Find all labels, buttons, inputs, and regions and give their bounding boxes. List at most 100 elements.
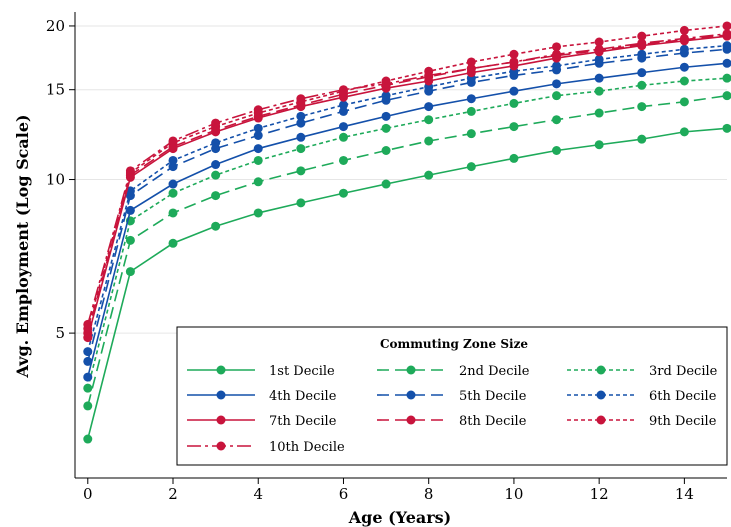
data-point — [168, 179, 178, 189]
data-point — [168, 155, 178, 165]
data-point — [211, 160, 221, 170]
data-point — [466, 57, 476, 67]
legend-label: 10th Decile — [269, 440, 345, 455]
legend-label: 4th Decile — [269, 389, 337, 404]
y-tick-label: 10 — [46, 171, 65, 189]
legend-label: 3rd Decile — [649, 364, 718, 379]
data-point — [552, 146, 562, 156]
series-line — [87, 44, 728, 352]
data-point — [466, 64, 476, 74]
series-3 — [83, 73, 731, 393]
data-point — [722, 21, 731, 31]
x-tick-label: 14 — [675, 485, 694, 503]
data-point — [509, 49, 519, 59]
data-point — [679, 44, 689, 54]
data-point — [466, 162, 476, 172]
x-tick-label: 8 — [424, 485, 434, 503]
x-tick-label: 6 — [339, 485, 349, 503]
legend-label: 6th Decile — [649, 389, 717, 404]
series-line — [87, 94, 728, 407]
data-point — [296, 144, 306, 154]
data-point — [594, 108, 604, 118]
legend-entry: 10th Decile — [187, 440, 345, 455]
data-point — [509, 86, 519, 96]
data-point — [338, 106, 348, 116]
legend-entry: 5th Decile — [377, 389, 527, 404]
data-point — [253, 130, 263, 140]
legend-label: 2nd Decile — [459, 364, 530, 379]
data-point — [253, 123, 263, 133]
legend-label: 9th Decile — [649, 414, 717, 429]
data-point — [637, 134, 647, 144]
data-point — [211, 191, 221, 201]
data-point — [381, 111, 391, 121]
data-point — [509, 98, 519, 108]
data-point — [296, 111, 306, 121]
series-line — [87, 33, 728, 325]
legend-marker — [216, 441, 226, 451]
data-point — [253, 177, 263, 187]
data-point — [338, 155, 348, 165]
data-point — [296, 166, 306, 176]
data-point — [509, 122, 519, 132]
x-tick-label: 0 — [83, 485, 93, 503]
legend-label: 7th Decile — [269, 414, 337, 429]
series-5 — [83, 44, 731, 366]
data-point — [338, 132, 348, 142]
data-point — [552, 61, 562, 71]
data-point — [168, 188, 178, 198]
data-point — [722, 58, 731, 68]
data-point — [679, 25, 689, 35]
data-point — [168, 208, 178, 218]
y-axis-title: Avg. Employment (Log Scale) — [13, 114, 32, 378]
series-6 — [83, 41, 731, 357]
data-point — [125, 235, 135, 245]
data-point — [338, 122, 348, 132]
data-point — [253, 208, 263, 218]
y-tick-label: 15 — [46, 81, 65, 99]
data-point — [296, 132, 306, 142]
legend-entry: 2nd Decile — [377, 364, 530, 379]
data-point — [83, 383, 93, 393]
legend-entry: 8th Decile — [377, 414, 527, 429]
data-point — [253, 155, 263, 165]
legend-entries: 1st Decile 2nd Decile 3rd Decile 4th Decile… — [187, 364, 718, 455]
data-point — [637, 49, 647, 59]
data-point — [594, 37, 604, 47]
data-point — [168, 162, 178, 172]
legend-label: 8th Decile — [459, 414, 527, 429]
x-tick-label: 12 — [590, 485, 609, 503]
data-point — [509, 153, 519, 163]
data-point — [552, 115, 562, 125]
data-point — [296, 118, 306, 128]
data-point — [168, 136, 178, 146]
data-point — [381, 79, 391, 89]
data-point — [381, 123, 391, 133]
data-point — [637, 68, 647, 78]
data-point — [466, 106, 476, 116]
data-point — [83, 401, 93, 411]
data-point — [83, 319, 93, 329]
legend-marker — [596, 390, 606, 400]
data-point — [679, 76, 689, 86]
data-point — [338, 100, 348, 110]
series-line — [87, 62, 728, 378]
data-point — [125, 166, 135, 176]
series-line — [87, 48, 728, 362]
legend-entry: 6th Decile — [567, 389, 717, 404]
series-line — [87, 35, 728, 338]
series-2 — [83, 91, 731, 411]
data-point — [83, 356, 93, 366]
series-4 — [83, 58, 731, 382]
data-point — [679, 97, 689, 107]
data-point — [466, 129, 476, 139]
legend-entry: 1st Decile — [187, 364, 335, 379]
data-point — [679, 127, 689, 137]
series-line — [87, 25, 728, 329]
axes: 5 10 15 20 0 2 4 6 8 10 12 14 — [46, 12, 727, 503]
legend-entry: 7th Decile — [187, 414, 337, 429]
data-point — [83, 372, 93, 382]
data-point — [594, 140, 604, 150]
data-point — [125, 205, 135, 215]
data-point — [424, 102, 434, 112]
